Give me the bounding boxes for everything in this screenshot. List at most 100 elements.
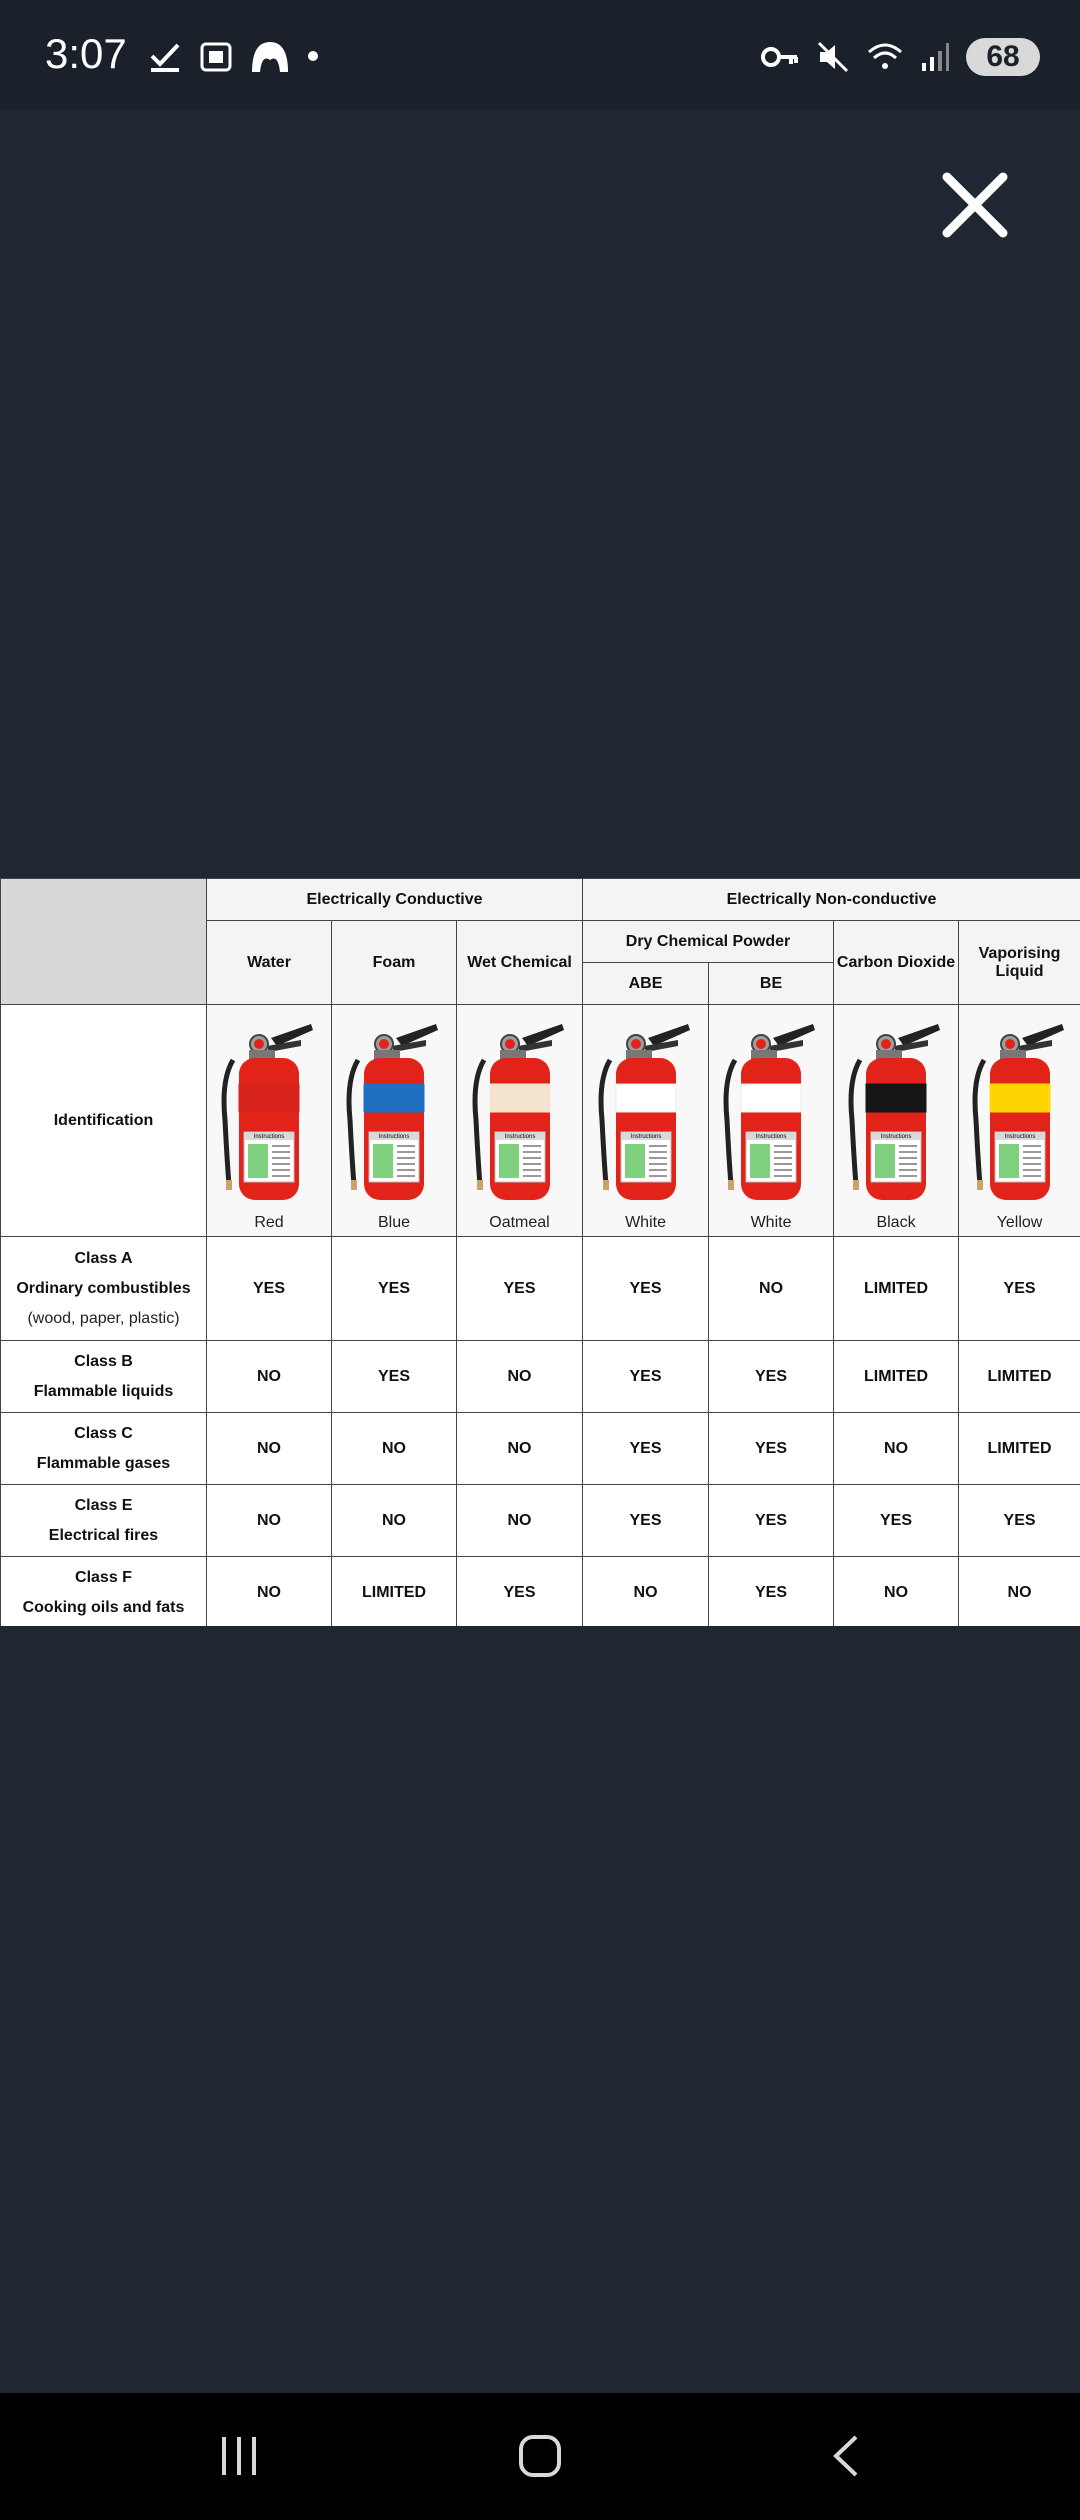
table-cell: YES	[582, 1412, 710, 1485]
ident-cell: Instructions White	[708, 1004, 835, 1237]
band	[489, 1083, 550, 1112]
battery-level: 68	[986, 40, 1020, 73]
extinguisher-icon: Instructions	[221, 1023, 313, 1200]
instructions-label: Instructions	[504, 1134, 535, 1140]
screenshot-icon	[200, 42, 232, 72]
table-cell: YES	[958, 1236, 1080, 1341]
home-icon[interactable]	[515, 2431, 565, 2481]
table-cell: NO	[206, 1340, 332, 1413]
key-icon	[761, 47, 798, 67]
row-desc: Flammable liquids	[33, 1382, 174, 1400]
nav-bar	[0, 2393, 1080, 2520]
check-icon	[150, 43, 180, 72]
table-cell: LIMITED	[833, 1340, 960, 1413]
extinguisher-icon: Instructions	[598, 1023, 690, 1200]
table-cell: NO	[331, 1412, 457, 1485]
col-header-carbon-dioxide: Carbon Dioxide	[833, 920, 960, 1005]
table-cell: YES	[582, 1484, 710, 1557]
row-desc: Ordinary combustibles	[16, 1279, 191, 1297]
table-cell: YES	[582, 1236, 710, 1341]
row-header: Class F Cooking oils and fats	[0, 1556, 207, 1626]
table-cell: LIMITED	[958, 1412, 1080, 1485]
table-cell: NO	[833, 1412, 960, 1485]
table-cell: YES	[455, 1556, 584, 1626]
instructions-label: Instructions	[881, 1134, 912, 1140]
band	[615, 1083, 677, 1112]
row-class: Class F	[75, 1568, 132, 1586]
dot-icon	[308, 51, 318, 61]
band	[989, 1083, 1051, 1112]
corner-cell	[0, 878, 207, 1005]
wifi-icon	[868, 43, 902, 69]
ident-color-label: Oatmeal	[489, 1213, 550, 1231]
instructions-label: Instructions	[630, 1134, 661, 1140]
row-header-identification: Identification	[0, 1004, 207, 1237]
close-icon[interactable]	[935, 165, 1015, 245]
col-header-foam: Foam	[331, 920, 457, 1005]
table-row: Class A Ordinary combustibles (wood, paper…	[0, 1236, 1080, 1341]
band	[740, 1083, 802, 1112]
extinguisher-icon: Instructions	[472, 1023, 564, 1200]
band	[363, 1083, 425, 1112]
extinguisher-icon: Instructions	[972, 1023, 1064, 1200]
table-row: Class E Electrical fires NO NO NO YES YES YES YE…	[0, 1484, 1080, 1557]
app-icon	[252, 42, 288, 72]
instructions-label: Instructions	[756, 1134, 787, 1140]
table-row: Class F Cooking oils and fats NO LIMITED YES…	[0, 1556, 1080, 1626]
ident-cell: Instructions Oatmeal	[455, 1004, 584, 1237]
table-cell: YES	[708, 1484, 835, 1557]
table-row: Class C Flammable gases NO NO NO YES YES NO LIMI…	[0, 1412, 1080, 1485]
row-desc: Electrical fires	[48, 1526, 159, 1544]
col-header-vaporising-liquid: Vaporising Liquid	[958, 920, 1080, 1005]
table-cell: YES	[708, 1412, 835, 1485]
col-header-be: BE	[708, 962, 835, 1005]
ident-cell: Instructions Black	[833, 1004, 960, 1237]
image-viewer[interactable]: Electrically Conductive Electrically Non…	[0, 878, 1080, 1626]
status-bar: 3:07 68	[0, 0, 1080, 110]
ident-color-label: Red	[254, 1213, 284, 1231]
instructions-label: Instructions	[254, 1134, 285, 1140]
row-header: Class A Ordinary combustibles (wood, paper…	[0, 1236, 207, 1341]
ident-cell: Instructions Yellow	[958, 1004, 1080, 1237]
row-class: Class C	[74, 1424, 133, 1442]
battery-indicator: 68	[966, 38, 1040, 76]
mute-icon	[817, 41, 849, 73]
ident-color-label: Blue	[377, 1213, 411, 1231]
extinguisher-icon: Instructions	[848, 1023, 941, 1200]
ident-color-label: White	[625, 1213, 666, 1231]
subgroup-header-dry-chemical: Dry Chemical Powder	[582, 920, 835, 963]
row-desc: Flammable gases	[36, 1454, 171, 1472]
instructions-label: Instructions	[1004, 1134, 1035, 1140]
extinguisher-table: Electrically Conductive Electrically Non…	[0, 878, 1080, 1626]
band	[865, 1083, 927, 1112]
table-cell: NO	[206, 1556, 332, 1626]
table-cell: NO	[206, 1484, 332, 1557]
table-cell: NO	[455, 1340, 584, 1413]
back-icon[interactable]	[822, 2431, 872, 2481]
ident-color-label: Black	[876, 1213, 916, 1231]
table-cell: NO	[455, 1412, 584, 1485]
table-cell: NO	[206, 1412, 332, 1485]
table-cell: YES	[331, 1340, 457, 1413]
ident-cell: Instructions Blue	[331, 1004, 457, 1237]
row-header: Class C Flammable gases	[0, 1412, 207, 1485]
table-cell: LIMITED	[833, 1236, 960, 1341]
table-cell: NO	[708, 1236, 835, 1341]
table-cell: YES	[833, 1484, 960, 1557]
col-header-abe: ABE	[582, 962, 710, 1005]
table-cell: YES	[331, 1236, 457, 1341]
row-header: Class B Flammable liquids	[0, 1340, 207, 1413]
col-header-water: Water	[206, 920, 332, 1005]
table-cell: LIMITED	[331, 1556, 457, 1626]
group-header-non-conductive: Electrically Non-conductive	[582, 878, 1080, 921]
band	[238, 1083, 300, 1112]
table-cell: YES	[582, 1340, 710, 1413]
table-cell: LIMITED	[958, 1340, 1080, 1413]
recents-icon[interactable]	[214, 2431, 264, 2481]
row-header: Class E Electrical fires	[0, 1484, 207, 1557]
table-cell: NO	[331, 1484, 457, 1557]
table-cell: NO	[958, 1556, 1080, 1626]
row-class: Class A	[74, 1249, 133, 1267]
extinguisher-icon: Instructions	[723, 1023, 816, 1200]
group-header-conductive: Electrically Conductive	[205, 878, 584, 921]
